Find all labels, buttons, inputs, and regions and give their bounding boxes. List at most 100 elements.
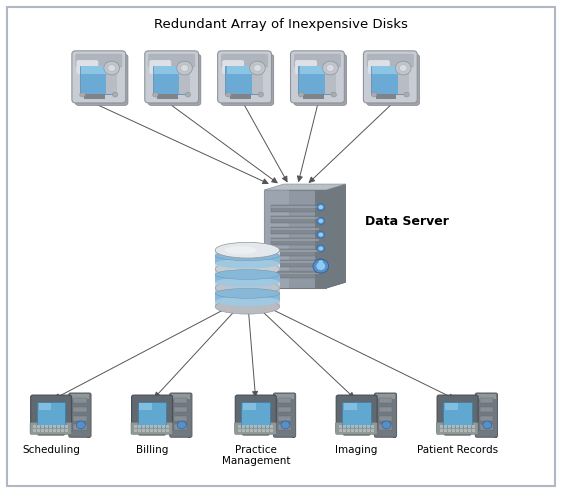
- FancyBboxPatch shape: [73, 416, 87, 421]
- FancyBboxPatch shape: [315, 190, 327, 288]
- Bar: [47, 429, 55, 433]
- FancyBboxPatch shape: [475, 393, 497, 437]
- Circle shape: [319, 233, 323, 237]
- Bar: [166, 429, 169, 432]
- Bar: [262, 425, 265, 428]
- Bar: [353, 429, 361, 433]
- FancyBboxPatch shape: [87, 399, 90, 438]
- Bar: [246, 429, 249, 432]
- FancyBboxPatch shape: [480, 398, 493, 403]
- Circle shape: [180, 65, 188, 71]
- Text: Practice
Management: Practice Management: [221, 445, 290, 466]
- FancyBboxPatch shape: [174, 424, 188, 430]
- FancyBboxPatch shape: [69, 393, 91, 437]
- FancyBboxPatch shape: [278, 424, 291, 430]
- FancyBboxPatch shape: [371, 67, 404, 94]
- Bar: [363, 429, 366, 432]
- Bar: [146, 425, 149, 428]
- FancyBboxPatch shape: [84, 94, 105, 99]
- Bar: [464, 425, 466, 428]
- Bar: [250, 425, 253, 428]
- FancyBboxPatch shape: [379, 398, 392, 403]
- Bar: [38, 425, 40, 428]
- FancyBboxPatch shape: [343, 426, 370, 435]
- Circle shape: [317, 204, 325, 211]
- Circle shape: [319, 219, 323, 223]
- Circle shape: [327, 65, 334, 71]
- FancyBboxPatch shape: [480, 407, 493, 412]
- FancyBboxPatch shape: [271, 261, 319, 263]
- Bar: [215, 256, 280, 264]
- FancyBboxPatch shape: [174, 407, 188, 412]
- FancyBboxPatch shape: [364, 51, 417, 103]
- Circle shape: [319, 246, 323, 250]
- Circle shape: [176, 61, 192, 75]
- FancyBboxPatch shape: [294, 54, 347, 106]
- Bar: [57, 425, 60, 428]
- Bar: [359, 425, 362, 428]
- FancyBboxPatch shape: [325, 67, 336, 94]
- FancyBboxPatch shape: [139, 403, 152, 410]
- FancyBboxPatch shape: [221, 54, 274, 106]
- FancyBboxPatch shape: [437, 423, 478, 434]
- Text: Data Server: Data Server: [365, 215, 449, 228]
- Bar: [456, 429, 459, 432]
- FancyBboxPatch shape: [243, 403, 256, 410]
- FancyBboxPatch shape: [376, 394, 395, 399]
- FancyBboxPatch shape: [445, 403, 458, 410]
- FancyBboxPatch shape: [80, 67, 113, 94]
- Bar: [242, 429, 245, 432]
- Bar: [215, 288, 280, 307]
- Circle shape: [253, 65, 261, 71]
- Bar: [57, 429, 60, 432]
- Bar: [148, 429, 156, 433]
- FancyBboxPatch shape: [264, 190, 289, 288]
- FancyBboxPatch shape: [38, 426, 65, 435]
- Bar: [339, 425, 342, 428]
- Bar: [246, 425, 249, 428]
- Bar: [34, 425, 37, 428]
- Bar: [138, 429, 141, 432]
- Bar: [49, 425, 52, 428]
- FancyBboxPatch shape: [271, 249, 319, 256]
- FancyBboxPatch shape: [235, 423, 277, 434]
- Circle shape: [317, 245, 325, 252]
- FancyBboxPatch shape: [226, 66, 258, 74]
- Bar: [355, 425, 358, 428]
- Circle shape: [112, 92, 118, 97]
- FancyBboxPatch shape: [336, 423, 377, 434]
- FancyBboxPatch shape: [295, 60, 317, 74]
- FancyBboxPatch shape: [397, 67, 409, 94]
- FancyBboxPatch shape: [149, 60, 171, 74]
- FancyBboxPatch shape: [171, 394, 191, 399]
- Bar: [138, 425, 141, 428]
- FancyBboxPatch shape: [368, 60, 390, 74]
- Bar: [162, 429, 165, 432]
- Bar: [166, 425, 169, 428]
- Bar: [151, 429, 153, 432]
- FancyBboxPatch shape: [480, 416, 493, 421]
- Circle shape: [104, 61, 120, 75]
- Text: Redundant Array of Inexpensive Disks: Redundant Array of Inexpensive Disks: [154, 18, 408, 31]
- Bar: [468, 425, 471, 428]
- Bar: [61, 429, 64, 432]
- Ellipse shape: [225, 246, 257, 254]
- FancyBboxPatch shape: [73, 424, 87, 430]
- Bar: [262, 429, 265, 432]
- Circle shape: [319, 260, 323, 264]
- FancyBboxPatch shape: [342, 402, 371, 427]
- Bar: [258, 429, 261, 432]
- Bar: [42, 429, 44, 432]
- Text: Scheduling: Scheduling: [22, 445, 80, 455]
- FancyBboxPatch shape: [271, 205, 319, 211]
- FancyBboxPatch shape: [148, 54, 195, 68]
- Circle shape: [316, 262, 325, 270]
- FancyBboxPatch shape: [379, 424, 392, 430]
- Ellipse shape: [215, 296, 280, 306]
- FancyBboxPatch shape: [72, 51, 126, 103]
- FancyBboxPatch shape: [393, 399, 396, 438]
- Circle shape: [250, 61, 265, 75]
- FancyBboxPatch shape: [148, 54, 201, 106]
- FancyBboxPatch shape: [294, 54, 341, 68]
- FancyBboxPatch shape: [271, 216, 319, 223]
